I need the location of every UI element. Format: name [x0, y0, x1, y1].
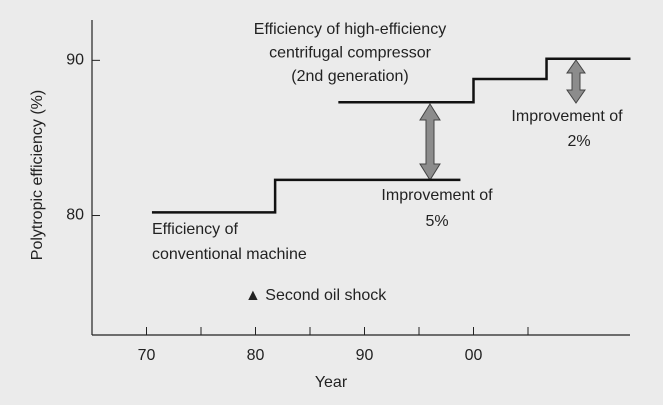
annotation: Efficiency of high-efficiency: [254, 21, 446, 38]
annotation: ▲ Second oil shock: [245, 287, 387, 304]
annotation: centrifugal compressor: [269, 45, 432, 62]
annotation: (2nd generation): [291, 68, 408, 85]
annotation: 2%: [567, 133, 590, 150]
y-tick-label: 90: [66, 52, 84, 69]
step-line: [151, 178, 461, 214]
annotation: 5%: [425, 213, 448, 230]
x-tick-label: 90: [356, 347, 374, 364]
annotation: Improvement of: [511, 108, 623, 125]
annotation: conventional machine: [152, 246, 307, 263]
annotation: Improvement of: [381, 187, 493, 204]
x-axis-label: Year: [315, 374, 348, 391]
y-tick-label: 80: [66, 207, 84, 224]
x-tick-label: 80: [247, 347, 265, 364]
annotation: Efficiency of: [152, 221, 239, 238]
y-axis-label: Polytropic efficiency (%): [29, 90, 46, 260]
x-tick-label: 70: [138, 347, 156, 364]
step-line: [338, 57, 631, 104]
x-tick-label: 00: [465, 347, 483, 364]
